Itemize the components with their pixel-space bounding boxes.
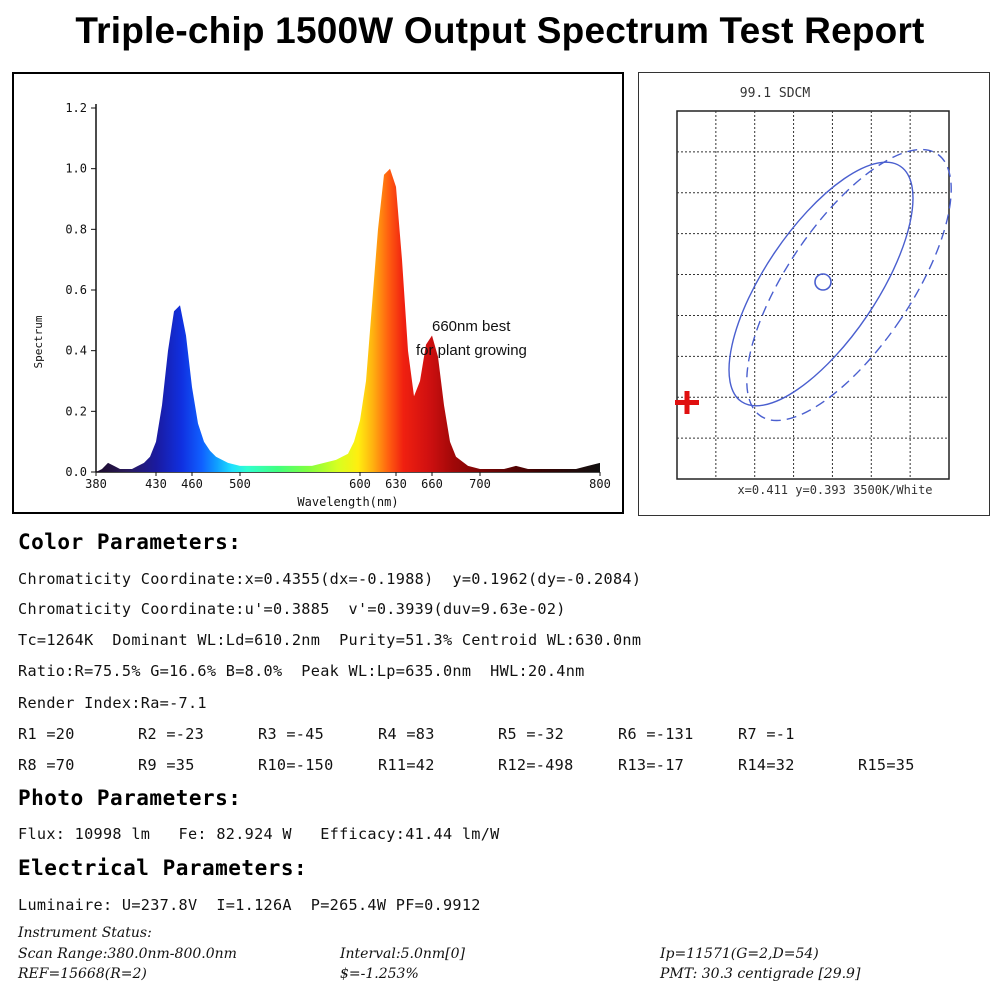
- x-tick-label: 380: [85, 477, 107, 491]
- pmt-value: PMT: 30.3 centigrade [29.9]: [660, 966, 861, 982]
- report-title: Triple-chip 1500W Output Spectrum Test R…: [75, 10, 925, 51]
- render-value-r8: R8 =70: [18, 756, 75, 774]
- chromaticity-xy-line: Chromaticity Coordinate:x=0.4355(dx=-0.1…: [18, 570, 642, 588]
- x-tick-label: 800: [589, 477, 611, 491]
- sdcm-inner-ellipse: [728, 161, 914, 407]
- y-tick-label: 1.0: [65, 162, 87, 176]
- y-tick-label: 0.2: [65, 404, 87, 418]
- render-value-r11: R11=42: [378, 756, 435, 774]
- x-tick-label: 660: [421, 477, 443, 491]
- annotation-line-1: 660nm best: [432, 318, 511, 335]
- render-value-r12: R12=-498: [498, 756, 574, 774]
- render-value-r10: R10=-150: [258, 756, 334, 774]
- ip-value: Ip=11571(G=2,D=54): [660, 946, 819, 962]
- ratio-line: Ratio:R=75.5% G=16.6% B=8.0% Peak WL:Lp=…: [18, 662, 585, 680]
- y-tick-label: 0.0: [65, 465, 87, 479]
- sdcm-diagram: 99.1 SDCM x=0.411 y=0.393 3500K/White: [675, 86, 952, 497]
- sdcm-footer: x=0.411 y=0.393 3500K/White: [737, 483, 932, 497]
- x-tick-label: 630: [385, 477, 407, 491]
- photo-parameters-heading: Photo Parameters:: [18, 786, 242, 810]
- color-parameters-heading: Color Parameters:: [18, 530, 242, 554]
- sdcm-outer-dashed-ellipse: [746, 148, 952, 422]
- s-value: $=-1.253%: [340, 966, 419, 982]
- luminaire-line: Luminaire: U=237.8V I=1.126A P=265.4W PF…: [18, 896, 481, 914]
- sdcm-center-circle: [814, 273, 832, 291]
- interval: Interval:5.0nm[0]: [340, 946, 465, 962]
- render-value-r2: R2 =-23: [138, 725, 205, 743]
- render-value-r14: R14=32: [738, 756, 795, 774]
- x-tick-label: 500: [229, 477, 251, 491]
- render-value-r13: R13=-17: [618, 756, 685, 774]
- x-axis-label: Wavelength(nm): [297, 495, 398, 509]
- render-value-r1: R1 =20: [18, 725, 75, 743]
- electrical-parameters-heading: Electrical Parameters:: [18, 856, 308, 880]
- render-index-line: Render Index:Ra=-7.1: [18, 694, 207, 712]
- x-tick-label: 430: [145, 477, 167, 491]
- instrument-status-heading: Instrument Status:: [18, 925, 152, 941]
- render-value-r15: R15=35: [858, 756, 915, 774]
- x-tick-label: 600: [349, 477, 371, 491]
- y-tick-label: 0.4: [65, 344, 87, 358]
- render-value-r6: R6 =-131: [618, 725, 694, 743]
- render-value-r9: R9 =35: [138, 756, 195, 774]
- flux-line: Flux: 10998 lm Fe: 82.924 W Efficacy:41.…: [18, 825, 500, 843]
- y-tick-label: 0.8: [65, 222, 87, 236]
- x-tick-label: 460: [181, 477, 203, 491]
- render-value-r4: R4 =83: [378, 725, 435, 743]
- y-tick-label: 1.2: [65, 101, 87, 115]
- sdcm-grid: [677, 111, 949, 479]
- sdcm-plot-frame: [676, 110, 950, 480]
- render-value-r7: R7 =-1: [738, 725, 795, 743]
- render-value-r5: R5 =-32: [498, 725, 565, 743]
- color-temperature-line: Tc=1264K Dominant WL:Ld=610.2nm Purity=5…: [18, 631, 642, 649]
- spectrum-chart: 0.0 0.2 0.4 0.6 0.8 1.0 1.2 380 430 460 500 600 630 6…: [32, 101, 611, 509]
- y-tick-label: 0.6: [65, 283, 87, 297]
- annotation-line-2: for plant growing: [416, 342, 527, 359]
- sdcm-title: 99.1 SDCM: [740, 86, 811, 101]
- sdcm-panel: 99.1 SDCM x=0.411 y=0.393 3500K/White: [638, 72, 990, 516]
- red-cross-marker-icon: [675, 391, 699, 414]
- chromaticity-uv-line: Chromaticity Coordinate:u'=0.3885 v'=0.3…: [18, 600, 566, 618]
- y-axis-label: Spectrum: [32, 315, 45, 368]
- scan-range: Scan Range:380.0nm-800.0nm: [18, 946, 237, 962]
- ref-value: REF=15668(R=2): [18, 966, 147, 982]
- x-tick-label: 700: [469, 477, 491, 491]
- spectrum-chart-panel: 0.0 0.2 0.4 0.6 0.8 1.0 1.2 380 430 460 500 600 630 6…: [12, 72, 624, 514]
- render-value-r3: R3 =-45: [258, 725, 325, 743]
- spectrum-area: [96, 168, 600, 472]
